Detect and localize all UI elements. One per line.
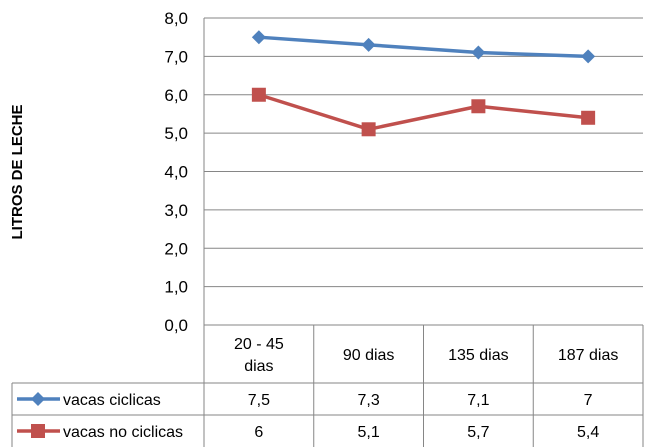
legend-marker-vacas-ciclicas (31, 392, 45, 406)
table-value: 5,7 (467, 424, 489, 441)
data-point-vacas-no-ciclicas (471, 99, 486, 114)
y-tick-label: 2,0 (164, 239, 188, 258)
y-tick-label: 1,0 (164, 278, 188, 297)
table-value: 7,3 (358, 392, 380, 409)
table-value: 5,4 (577, 424, 599, 441)
data-point-vacas-no-ciclicas (251, 87, 266, 102)
legend-label: vacas ciclicas (63, 392, 161, 409)
category-label: 187 dias (558, 347, 619, 364)
category-labels: 20 - 45 dias 90 dias 135 dias 187 dias (234, 336, 618, 375)
y-tick-label: 8,0 (164, 9, 188, 28)
table-value: 7 (584, 392, 593, 409)
legend-keys: vacas ciclicas vacas no ciclicas (17, 392, 183, 441)
data-point-vacas-ciclicas (581, 49, 596, 64)
y-tick-label: 4,0 (164, 163, 188, 182)
table-value: 7,1 (467, 392, 489, 409)
data-point-vacas-ciclicas (471, 45, 486, 60)
table-value: 5,1 (358, 424, 380, 441)
series-line-vacas-no-ciclicas (258, 93, 589, 132)
gridlines (204, 17, 643, 326)
category-label: 135 dias (448, 347, 509, 364)
series-line-vacas-ciclicas (258, 35, 589, 59)
data-point-vacas-no-ciclicas (361, 122, 376, 137)
data-table-grid (11, 18, 644, 447)
y-tick-label: 5,0 (164, 124, 188, 143)
y-tick-label: 0,0 (164, 316, 188, 335)
data-point-vacas-no-ciclicas (581, 110, 596, 125)
legend-label: vacas no ciclicas (63, 424, 183, 441)
table-value: 7,5 (248, 392, 270, 409)
data-point-vacas-ciclicas (251, 30, 266, 45)
table-value: 6 (254, 424, 263, 441)
data-point-vacas-ciclicas (361, 37, 376, 52)
y-axis-tick-labels: 0,0 1,0 2,0 3,0 4,0 5,0 6,0 7,0 8,0 (164, 9, 188, 335)
category-label: 20 - 45 dias (234, 336, 284, 375)
y-axis-label: LITROS DE LECHE (9, 104, 26, 239)
series-lines (258, 35, 589, 132)
legend-marker-vacas-no-ciclicas (31, 424, 45, 438)
y-tick-label: 6,0 (164, 86, 188, 105)
series-markers (251, 30, 596, 137)
data-table-values: 7,5 7,3 7,1 7 6 5,1 5,7 5,4 (248, 392, 600, 441)
y-tick-label: 7,0 (164, 47, 188, 66)
category-label: 90 dias (343, 347, 395, 364)
y-tick-label: 3,0 (164, 201, 188, 220)
